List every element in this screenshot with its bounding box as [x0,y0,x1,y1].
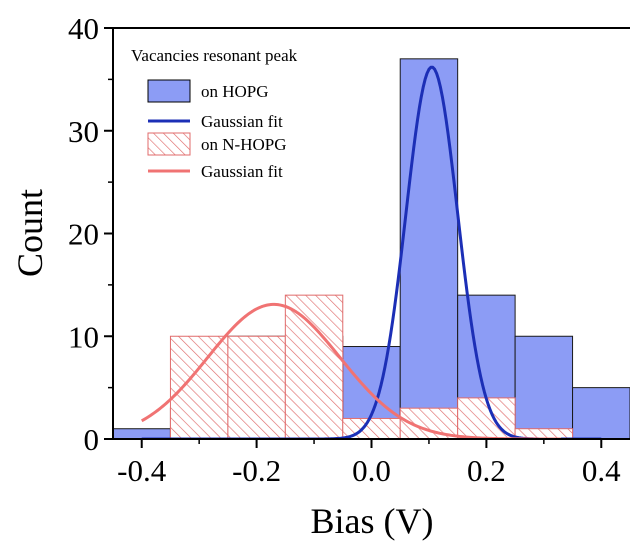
n-hopg-bar-0 [169,335,229,440]
legend-label-hopg-fit: Gaussian fit [201,112,283,131]
n-hopg-bar-2 [284,294,344,440]
n-hopg-bar-1 [227,335,286,440]
legend-swatch-hopg [147,79,191,103]
x-tick-label: 0.4 [582,453,621,488]
legend-label-n-hopg-fit: Gaussian fit [201,162,283,181]
legend-swatch-n-hopg [147,132,191,156]
y-tick-label: 0 [84,422,100,457]
x-ticks: -0.4 -0.2 0.0 0.2 0.4 [117,439,621,488]
y-axis-title: Count [10,189,50,277]
hopg-bar-5 [399,58,459,440]
legend-label-hopg: on HOPG [201,82,269,101]
x-axis-title: Bias (V) [311,501,434,541]
y-tick-label: 40 [68,11,99,46]
x-tick-label: -0.4 [117,453,167,488]
legend: Vacancies resonant peak on HOPG Gaussian… [131,46,298,181]
y-tick-label: 10 [68,319,99,354]
hopg-bar-7 [514,335,574,440]
legend-label-n-hopg: on N-HOPG [201,135,286,154]
y-tick-label: 20 [68,217,99,252]
x-tick-label: 0.2 [467,453,506,488]
x-tick-label: 0.0 [352,453,391,488]
y-ticks: 0 10 20 30 40 [68,11,113,457]
y-tick-label: 30 [68,114,99,149]
hopg-bar-8 [572,387,630,440]
x-tick-label: -0.2 [232,453,281,488]
legend-title: Vacancies resonant peak [131,46,298,65]
hopg-bar-0 [112,428,171,440]
